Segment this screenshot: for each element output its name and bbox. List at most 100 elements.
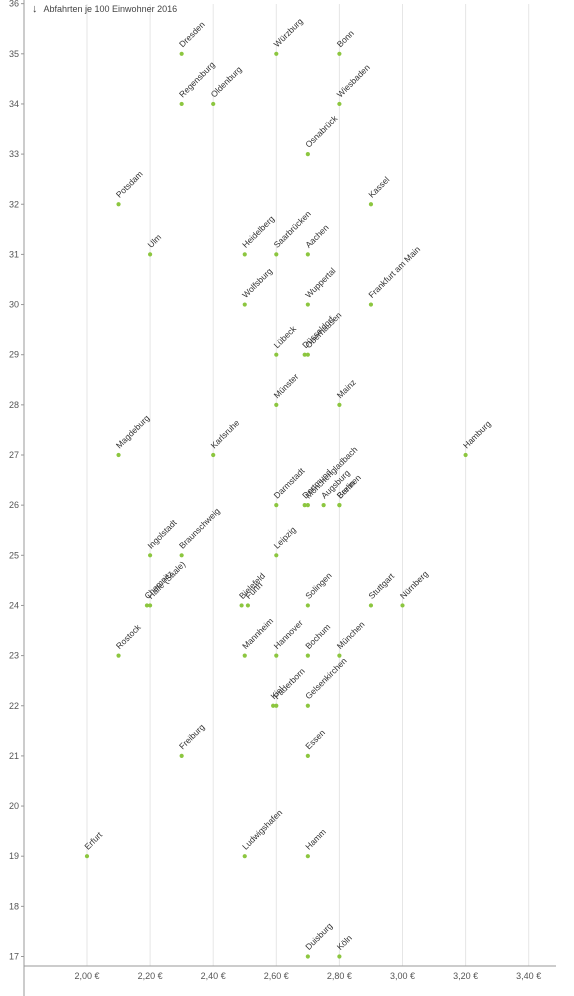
data-point[interactable]	[368, 302, 374, 307]
y-tick-label: 23	[9, 651, 19, 661]
data-point[interactable]	[368, 603, 374, 608]
data-point[interactable]	[305, 753, 310, 759]
data-point-label: Kassel	[366, 174, 391, 199]
data-point[interactable]	[305, 854, 310, 859]
data-point[interactable]	[305, 152, 310, 157]
data-point[interactable]	[305, 954, 310, 959]
data-point[interactable]	[148, 553, 153, 558]
x-tick-label: 3,20 €	[453, 971, 478, 981]
data-point-label: Hamm	[303, 827, 328, 852]
data-point-label: Ludwigshafen	[240, 807, 284, 851]
y-axis-title: ↓ Abfahrten je 100 Einwohner 2016	[32, 3, 177, 15]
y-tick-label: 26	[9, 500, 19, 510]
data-point[interactable]	[337, 51, 342, 56]
data-point[interactable]	[400, 603, 405, 608]
data-point[interactable]	[337, 101, 342, 107]
data-point-label: Solingen	[303, 570, 334, 601]
data-point[interactable]	[463, 452, 468, 458]
data-point[interactable]	[305, 703, 310, 708]
data-point[interactable]	[84, 854, 90, 859]
arrow-down-icon: ↓	[32, 3, 38, 15]
data-point-label: Essen	[303, 727, 327, 751]
data-point-label: Aachen	[303, 222, 331, 250]
y-tick-label: 36	[9, 0, 19, 9]
data-point-label: Mainz	[335, 377, 358, 400]
data-point-label: Dresden	[177, 19, 207, 49]
data-point[interactable]	[274, 51, 279, 56]
data-point[interactable]	[305, 503, 310, 508]
data-point[interactable]	[274, 553, 279, 558]
x-tick-label: 3,40 €	[516, 971, 541, 981]
data-point[interactable]	[337, 503, 342, 508]
data-point-label: Potsdam	[114, 169, 145, 200]
data-point-label: Wolfsburg	[240, 266, 274, 300]
data-point-label: Wiesbaden	[335, 62, 372, 99]
y-tick-label: 31	[9, 249, 19, 259]
data-point[interactable]	[302, 352, 307, 357]
x-tick-label: 2,60 €	[264, 971, 289, 981]
data-point[interactable]	[368, 202, 374, 207]
data-point[interactable]	[274, 653, 279, 658]
data-point[interactable]	[274, 352, 279, 357]
data-point-label: Braunschweig	[177, 506, 222, 551]
data-point[interactable]	[144, 603, 150, 608]
data-point[interactable]	[321, 503, 326, 508]
data-point[interactable]	[274, 703, 279, 708]
data-point[interactable]	[148, 603, 153, 608]
data-point[interactable]	[116, 202, 121, 207]
data-point[interactable]	[305, 603, 310, 608]
data-point[interactable]	[242, 653, 247, 658]
data-point-label: Ulm	[145, 232, 163, 250]
data-point-label: Wuppertal	[303, 266, 337, 300]
data-point[interactable]	[179, 753, 184, 759]
data-point[interactable]	[337, 402, 342, 407]
data-point[interactable]	[148, 252, 153, 257]
data-point[interactable]	[211, 452, 216, 458]
data-point-label: Paderborn	[272, 666, 307, 701]
data-point[interactable]	[337, 954, 342, 959]
data-point[interactable]	[305, 653, 310, 658]
data-point[interactable]	[274, 402, 279, 407]
data-point[interactable]	[274, 503, 279, 508]
chart-points	[84, 51, 468, 959]
y-axis-label: Abfahrten je 100 Einwohner 2016	[43, 4, 178, 14]
y-tick-label: 35	[9, 49, 19, 59]
y-tick-label: 20	[9, 801, 19, 811]
data-point-label: Stuttgart	[366, 571, 396, 601]
data-point[interactable]	[242, 854, 247, 859]
data-point[interactable]	[116, 653, 121, 658]
data-point[interactable]	[116, 452, 121, 458]
data-point-label: Duisburg	[303, 921, 334, 952]
y-tick-label: 24	[9, 600, 19, 610]
data-point[interactable]	[239, 603, 244, 608]
data-point-label: Halle (Saale)	[145, 559, 187, 601]
data-point-label: Frankfurt am Main	[366, 244, 422, 300]
data-point[interactable]	[305, 252, 310, 257]
data-point[interactable]	[271, 703, 276, 708]
data-point[interactable]	[302, 503, 307, 508]
data-point[interactable]	[179, 51, 184, 56]
x-tick-label: 3,00 €	[390, 971, 415, 981]
data-point[interactable]	[242, 302, 247, 307]
data-point-label: Mannheim	[240, 616, 275, 651]
data-point[interactable]	[245, 603, 251, 608]
data-point-label: Magdeburg	[114, 413, 152, 451]
y-tick-label: 28	[9, 400, 19, 410]
y-tick-label: 25	[9, 550, 19, 560]
data-point-label: Köln	[335, 933, 354, 952]
data-point[interactable]	[179, 553, 184, 558]
data-point[interactable]	[211, 101, 216, 107]
data-point-label: Gelsenkirchen	[303, 655, 349, 701]
data-point[interactable]	[242, 252, 247, 257]
data-point[interactable]	[305, 352, 310, 357]
y-tick-label: 27	[9, 450, 19, 460]
y-tick-label: 30	[9, 300, 19, 310]
chart-grid	[86, 4, 530, 966]
data-point[interactable]	[274, 252, 279, 257]
data-point[interactable]	[179, 101, 184, 107]
y-tick-label: 32	[9, 199, 19, 209]
data-point[interactable]	[305, 302, 310, 307]
data-point[interactable]	[337, 653, 342, 658]
y-tick-label: 34	[9, 99, 19, 109]
